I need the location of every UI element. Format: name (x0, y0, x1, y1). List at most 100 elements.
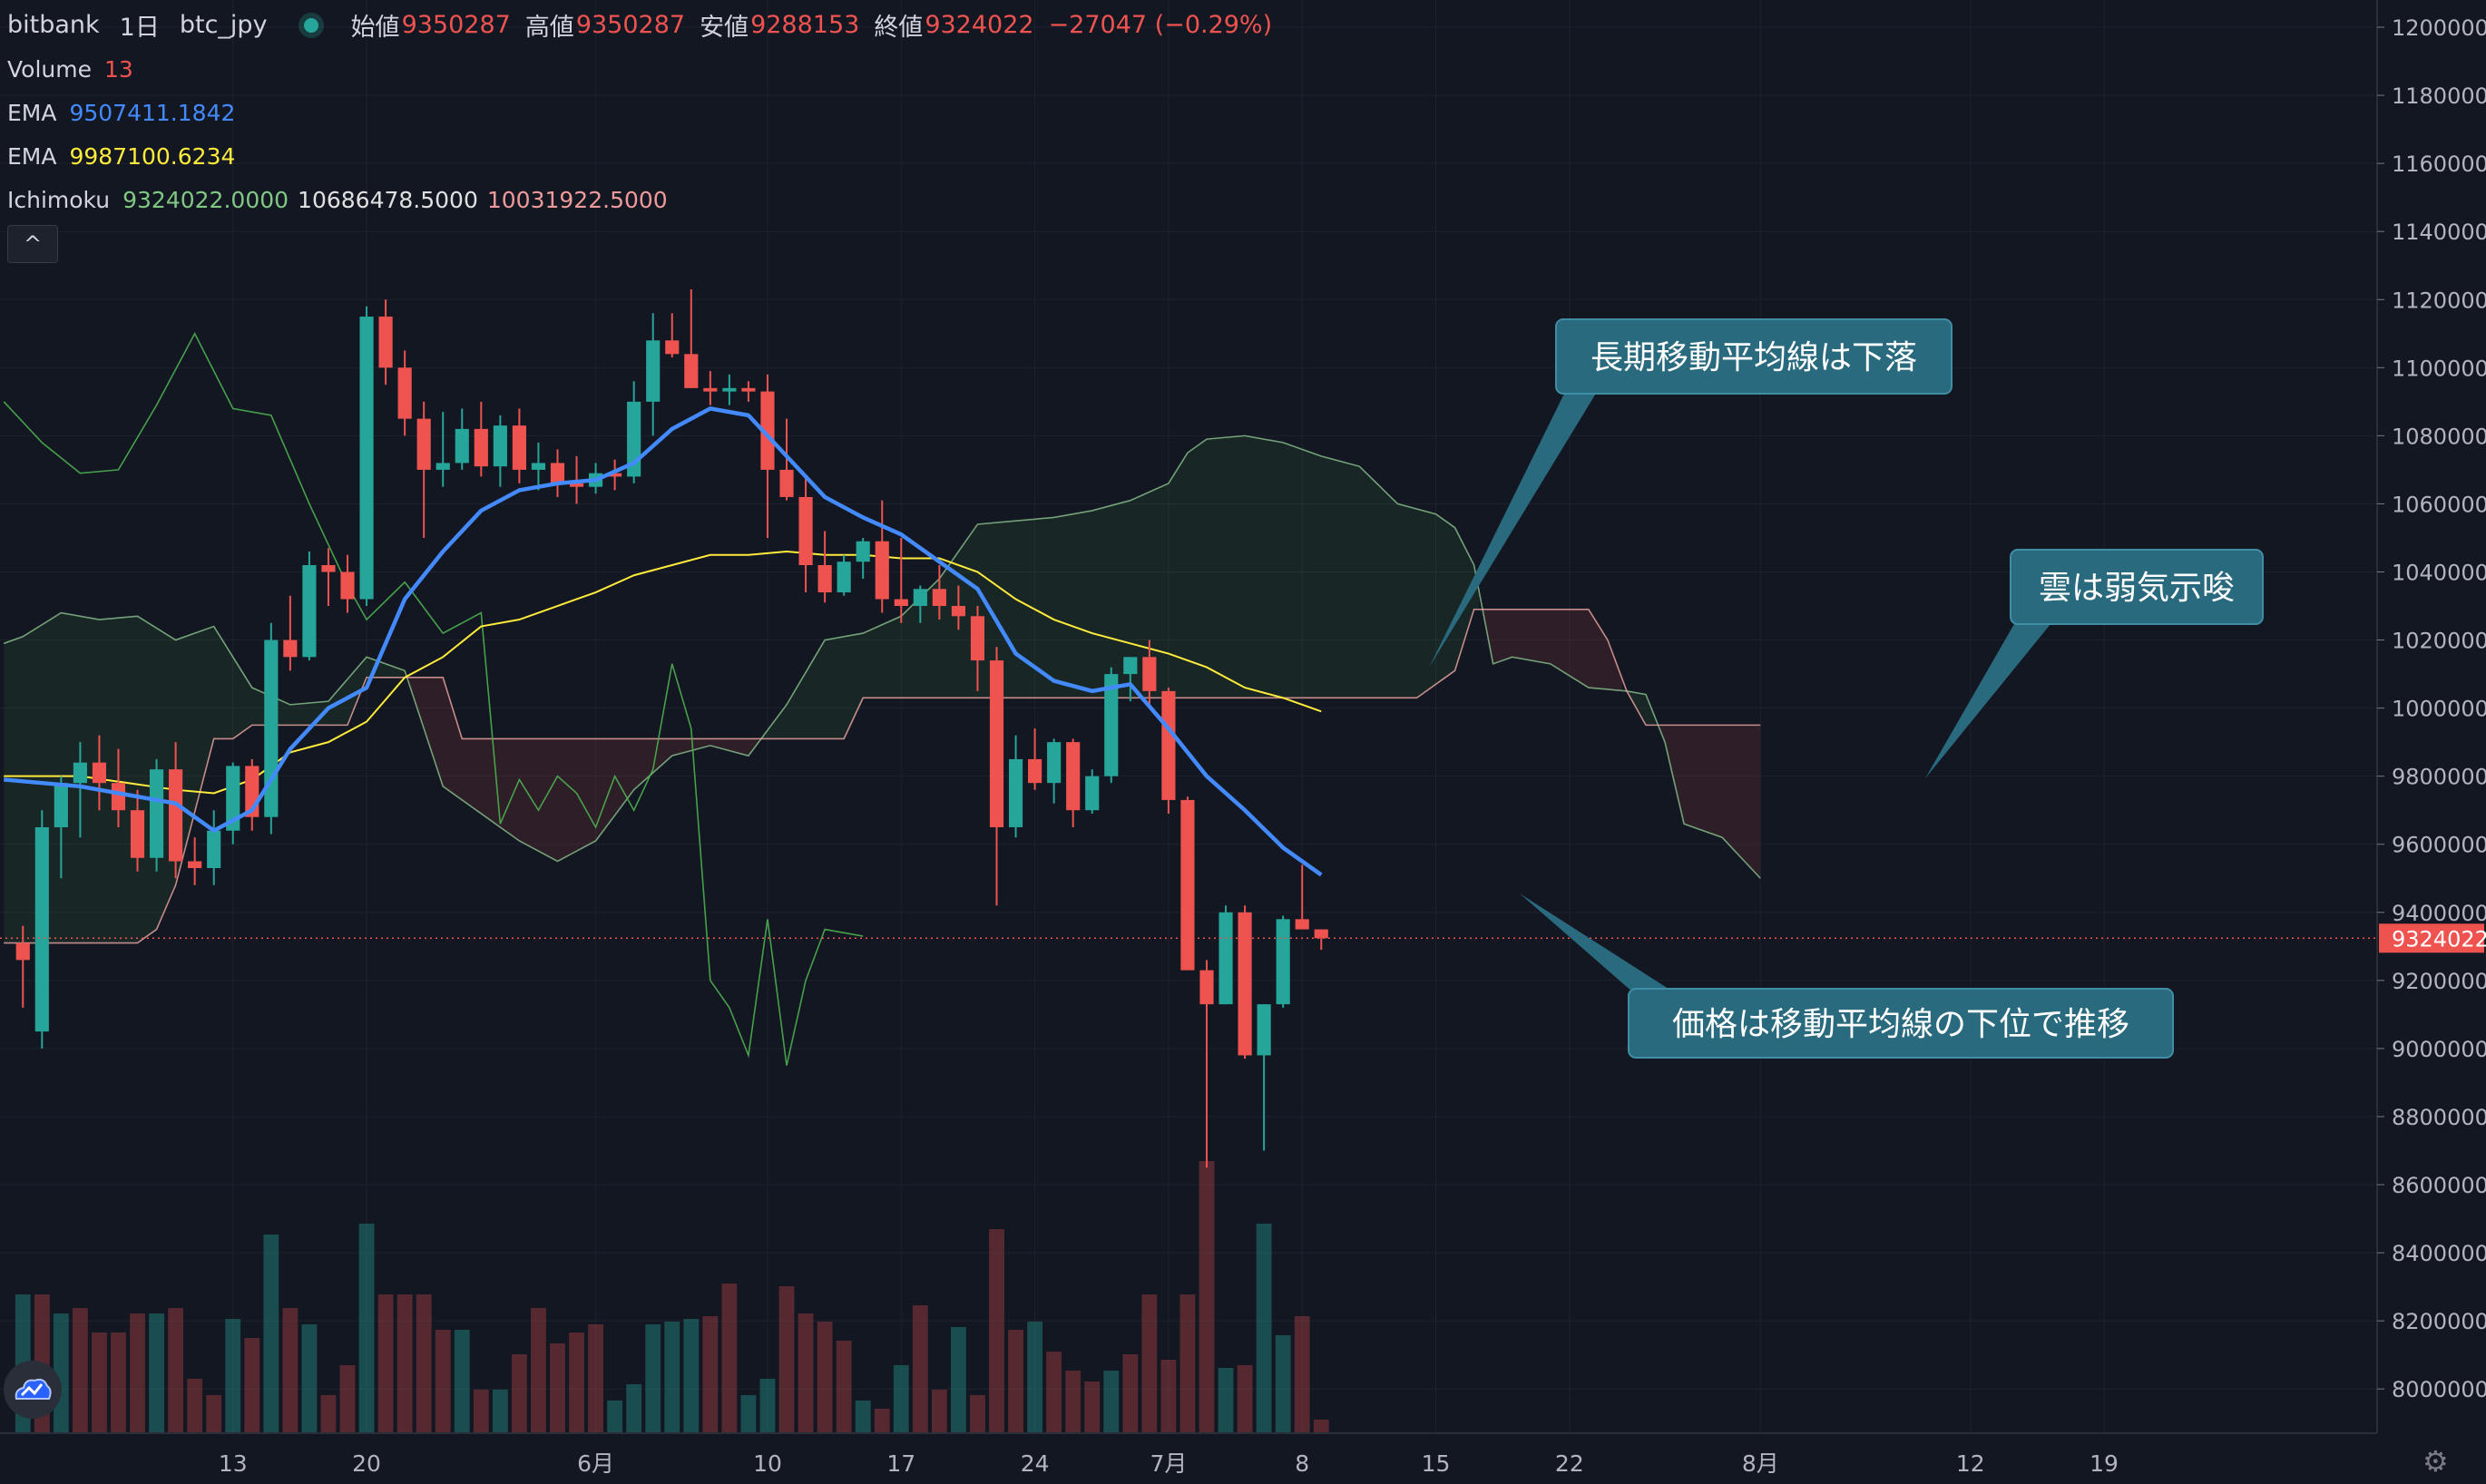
candle-body (54, 783, 68, 827)
volume-bar (626, 1384, 642, 1433)
price-tick-label: 8400000 (2392, 1241, 2486, 1266)
callout-box (1555, 318, 1953, 395)
time-tick-label: 10 (753, 1450, 782, 1477)
volume-bar (72, 1308, 88, 1433)
time-tick-label: 24 (1021, 1450, 1050, 1477)
candle-body (321, 564, 336, 572)
ema-short-value: 9507411.1842 (69, 100, 236, 126)
volume-bar (702, 1316, 719, 1433)
price-tick-label: 8600000 (2392, 1173, 2486, 1198)
volume-bar (339, 1365, 356, 1433)
volume-bar (1179, 1294, 1196, 1433)
candle-body (531, 463, 546, 470)
candle-body (169, 769, 183, 862)
price-tick-label: 11000000 (2392, 356, 2486, 381)
callout-3: 価格は移動平均線の下位で推移 (1520, 893, 2174, 1059)
volume-bar (1065, 1371, 1082, 1433)
volume-bar (893, 1365, 909, 1433)
volume-bar (149, 1313, 164, 1433)
callout-pointer (1925, 624, 2050, 778)
candle-body (226, 766, 240, 831)
candle-body (188, 861, 202, 869)
candle-body (1295, 919, 1309, 930)
price-tick-label: 11200000 (2392, 288, 2486, 313)
open-label: 始値 (350, 14, 400, 42)
candle-body (1180, 799, 1195, 971)
candle-body (1123, 657, 1138, 675)
close-label: 終値 (874, 14, 924, 42)
volume-bar (1027, 1322, 1043, 1433)
volume-bar (377, 1294, 394, 1433)
candle-body (130, 810, 145, 858)
price-tick-label: 9000000 (2392, 1037, 2486, 1062)
volume-bar (282, 1308, 299, 1433)
candle-body (1276, 919, 1290, 1005)
leading-span-b (4, 608, 1761, 944)
settings-gear-icon[interactable]: ⚙ (2422, 1444, 2449, 1479)
exchange-name[interactable]: bitbank (7, 11, 100, 39)
candle-body (207, 830, 221, 869)
volume-bar (92, 1333, 107, 1433)
candle-body (646, 340, 661, 402)
timeframe[interactable]: 1日 (119, 14, 160, 42)
candle-body (1219, 912, 1233, 1005)
volume-bar (187, 1379, 203, 1433)
volume-bar (1199, 1161, 1215, 1433)
candle-body (741, 387, 756, 392)
candle-body (951, 606, 965, 617)
time-axis: 13 20 6月 10 17 24 7月 8 15 22 8月 12 19 (0, 1432, 2377, 1477)
callout-text: 価格は移動平均線の下位で推移 (1672, 1006, 2129, 1043)
cloud-segment (762, 435, 1479, 739)
symbol-name[interactable]: btc_jpy (179, 11, 268, 39)
market-status-icon (303, 17, 318, 33)
low-value: 9288153 (750, 11, 860, 39)
candle-body (1028, 758, 1042, 784)
ema-long-label: EMA (7, 143, 57, 170)
volume-bar (1122, 1354, 1139, 1433)
collapse-legend-button[interactable]: ^ (7, 225, 58, 263)
ema-long-legend[interactable]: EMA 9987100.6234 (7, 143, 248, 170)
volume-bar (244, 1338, 260, 1433)
volume-value: 13 (103, 56, 133, 83)
volume-bar (683, 1319, 700, 1433)
candle-body (416, 418, 431, 470)
volume-bar (206, 1395, 222, 1433)
candle-body (493, 425, 507, 467)
low-label: 安値 (700, 14, 749, 42)
candle-body (932, 589, 946, 607)
volume-bar (759, 1379, 776, 1433)
tradingview-logo-icon[interactable] (4, 1361, 62, 1419)
candle-body (455, 428, 469, 464)
chart-header: bitbank 1日 btc_jpy 始値 9350287 高値 9350287 安… (7, 7, 1287, 43)
price-tick-label: 8800000 (2392, 1105, 2486, 1130)
candle-body (92, 762, 107, 784)
callout-box (2010, 549, 2264, 625)
price-tick-label: 10800000 (2392, 424, 2486, 449)
volume-legend[interactable]: Volume 13 (7, 56, 146, 83)
volume-bar (989, 1229, 1004, 1433)
high-value: 9350287 (575, 11, 686, 39)
candle-body (722, 387, 737, 392)
volume-bar (1275, 1335, 1291, 1433)
candle-body (397, 367, 412, 419)
volume-bar (454, 1330, 470, 1433)
volume-bar (1237, 1365, 1253, 1433)
price-tick-label: 8200000 (2392, 1309, 2486, 1334)
last-price-tag-label: 9324022 (2392, 926, 2486, 952)
volume-bar (874, 1409, 890, 1433)
volume-bar (511, 1354, 527, 1433)
ichimoku-legend[interactable]: Ichimoku 9324022.0000 10686478.5000 1003192… (7, 187, 680, 213)
ema-short-legend[interactable]: EMA 9507411.1842 (7, 100, 248, 126)
candle-body (111, 783, 126, 811)
price-tick-label: 10400000 (2392, 560, 2486, 585)
volume-bar (225, 1319, 241, 1433)
candle-body (1085, 776, 1100, 811)
price-axis-bg (2377, 0, 2486, 1484)
volume-label: Volume (7, 56, 92, 83)
ichimoku-value-2: 10686478.5000 (298, 187, 478, 213)
ichimoku-value-3: 10031922.5000 (486, 187, 668, 213)
price-tick-label: 10200000 (2392, 629, 2486, 654)
candle-body (913, 589, 927, 607)
